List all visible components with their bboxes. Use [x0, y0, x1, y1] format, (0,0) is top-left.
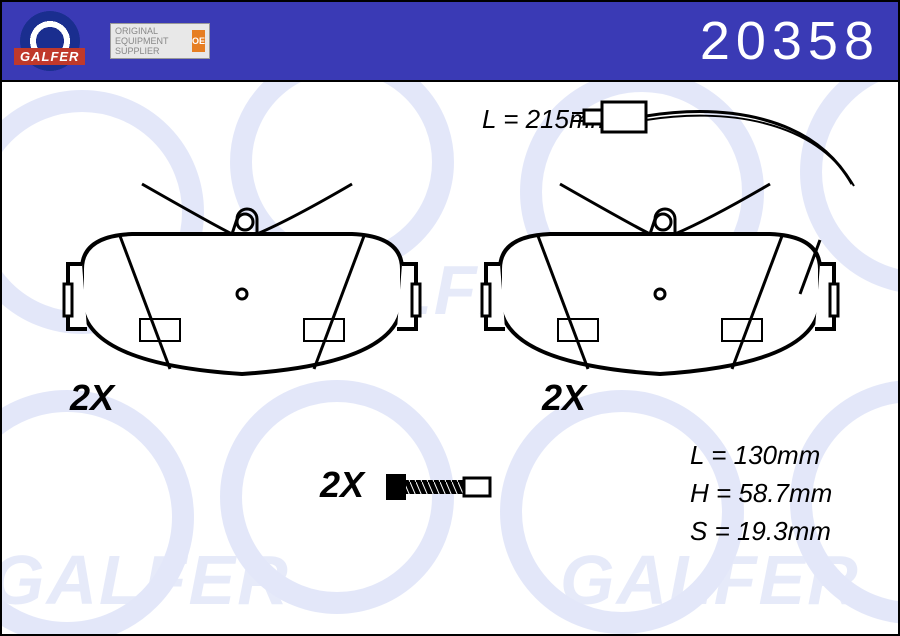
dim-S: S = 19.3mm — [690, 516, 831, 547]
dim-H: H = 58.7mm — [690, 478, 832, 509]
logo-block: GALFER ORIGINAL EQUIPMENT SUPPLIER OE — [20, 11, 210, 71]
right-pad-qty: 2X — [542, 377, 586, 419]
diagram-frame: L = 215mm — [0, 82, 900, 636]
dim-L: L = 130mm — [690, 440, 820, 471]
bolt-qty: 2X — [320, 464, 364, 506]
galfer-logo: GALFER — [20, 11, 100, 71]
header-bar: GALFER ORIGINAL EQUIPMENT SUPPLIER OE 20… — [0, 0, 900, 82]
brake-pad-left-icon — [62, 164, 422, 384]
oe-badge-text: ORIGINAL EQUIPMENT SUPPLIER — [115, 26, 192, 56]
oe-badge: ORIGINAL EQUIPMENT SUPPLIER OE — [110, 23, 210, 59]
left-pad-qty: 2X — [70, 377, 114, 419]
part-number: 20358 — [700, 10, 880, 72]
oe-square: OE — [192, 30, 205, 52]
brake-pad-right-icon — [480, 164, 840, 384]
bolt-icon — [386, 468, 506, 508]
